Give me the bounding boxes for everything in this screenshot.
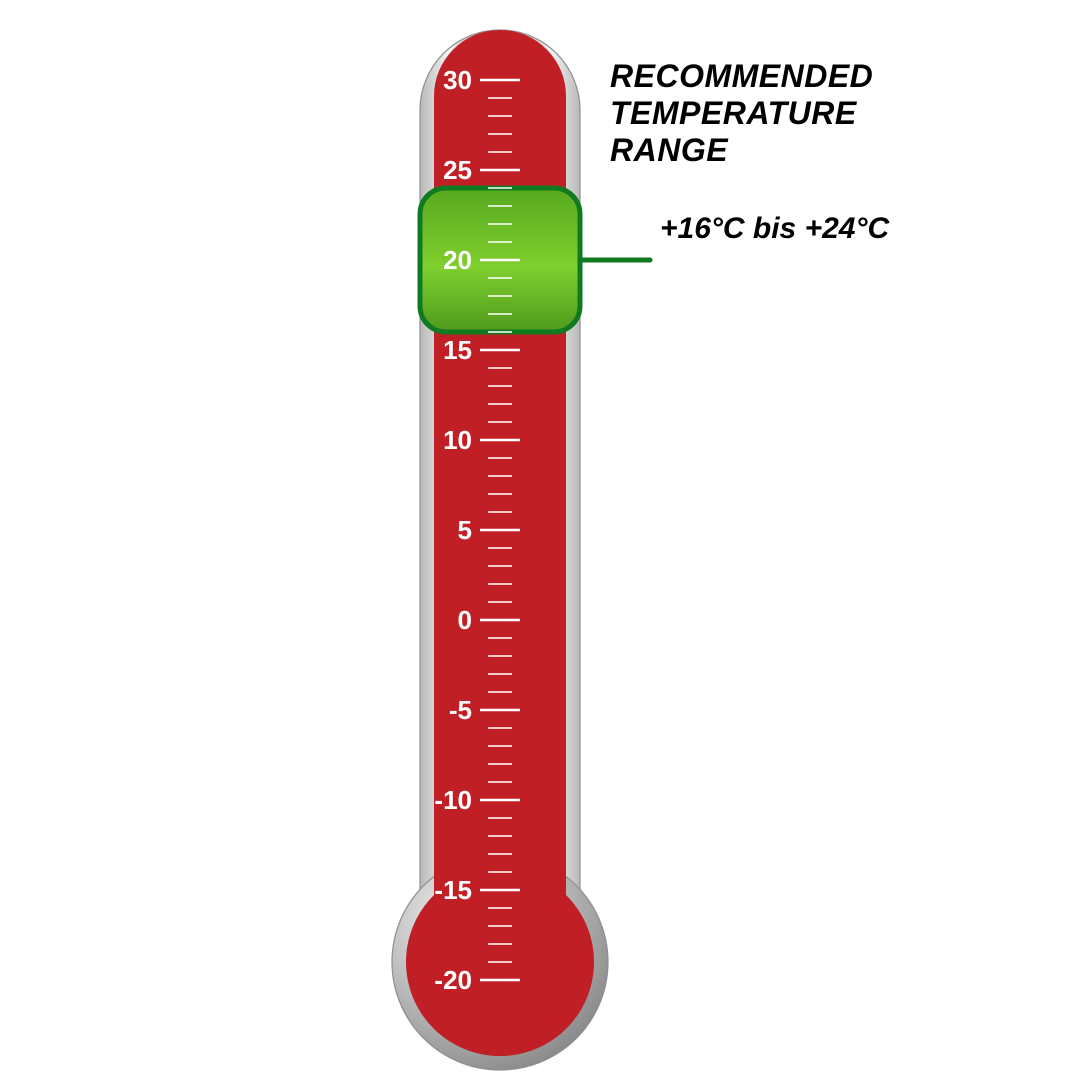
svg-text:0: 0 [458, 605, 472, 635]
title-line-3: RANGE [610, 132, 728, 168]
svg-text:-20: -20 [434, 965, 472, 995]
svg-text:30: 30 [443, 65, 472, 95]
title-block: RECOMMENDED TEMPERATURE RANGE [610, 58, 873, 168]
svg-text:20: 20 [443, 245, 472, 275]
svg-text:25: 25 [443, 155, 472, 185]
svg-text:15: 15 [443, 335, 472, 365]
svg-text:5: 5 [458, 515, 472, 545]
svg-text:-10: -10 [434, 785, 472, 815]
svg-text:10: 10 [443, 425, 472, 455]
range-label: +16°C bis +24°C [660, 212, 889, 246]
thermometer-figure: 30 25 20 15 10 5 0 -5 -10 -15 -20 [0, 0, 1080, 1080]
title-line-2: TEMPERATURE [610, 95, 857, 131]
svg-text:-5: -5 [449, 695, 472, 725]
svg-text:-15: -15 [434, 875, 472, 905]
title-line-1: RECOMMENDED [610, 58, 873, 94]
